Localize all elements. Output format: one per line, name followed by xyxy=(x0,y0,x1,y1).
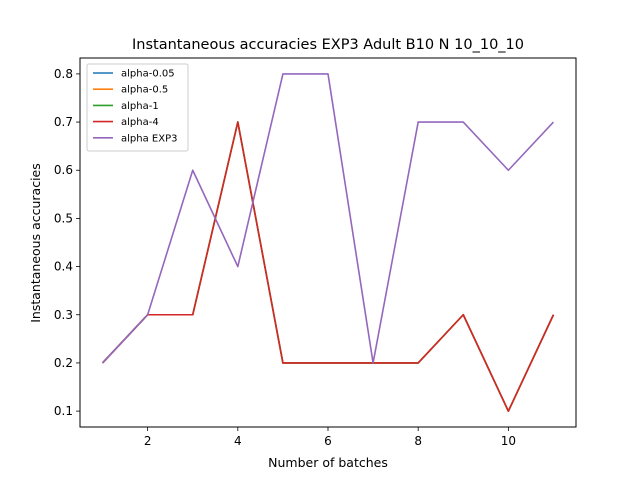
legend-box xyxy=(86,63,189,152)
y-axis: 0.1 0.2 0.3 0.4 0.5 0.6 0.7 0.8 xyxy=(54,67,80,418)
x-tick-label: 6 xyxy=(324,434,332,448)
y-tick-label: 0.4 xyxy=(54,260,73,274)
y-tick-label: 0.3 xyxy=(54,308,73,322)
x-tick-label: 8 xyxy=(414,434,422,448)
y-tick-label: 0.6 xyxy=(54,163,73,177)
legend: alpha-0.05 alpha-0.5 alpha-1 alpha-4 alpha E… xyxy=(86,63,189,152)
y-tick-label: 0.1 xyxy=(54,404,73,418)
legend-label: alpha-1 xyxy=(121,101,159,112)
x-tick-label: 4 xyxy=(234,434,242,448)
y-axis-label: Instantaneous accuracies xyxy=(28,163,43,323)
x-tick-label: 2 xyxy=(144,434,152,448)
y-tick-label: 0.8 xyxy=(54,67,73,81)
series-line-alpha-0-05 xyxy=(101,121,555,412)
series-line-alpha-4 xyxy=(101,121,555,412)
y-tick-label: 0.2 xyxy=(54,356,73,370)
x-axis: 2 4 6 8 10 xyxy=(144,427,516,448)
legend-label: alpha EXP3 xyxy=(121,133,177,144)
x-axis-label: Number of batches xyxy=(268,455,388,470)
legend-label: alpha-0.05 xyxy=(121,69,175,80)
y-tick-label: 0.5 xyxy=(54,211,73,225)
series-line-alpha-exp3 xyxy=(101,73,555,364)
x-tick-label: 10 xyxy=(501,434,516,448)
y-tick-label: 0.7 xyxy=(54,115,73,129)
series-layer xyxy=(101,73,555,412)
legend-label: alpha-4 xyxy=(121,117,159,128)
legend-label: alpha-0.5 xyxy=(121,85,168,96)
chart-title: Instantaneous accuracies EXP3 Adult B10 … xyxy=(132,37,524,53)
series-line-alpha-0-5 xyxy=(101,121,555,412)
axes-frame xyxy=(79,57,577,428)
series-line-alpha-1 xyxy=(101,121,555,412)
